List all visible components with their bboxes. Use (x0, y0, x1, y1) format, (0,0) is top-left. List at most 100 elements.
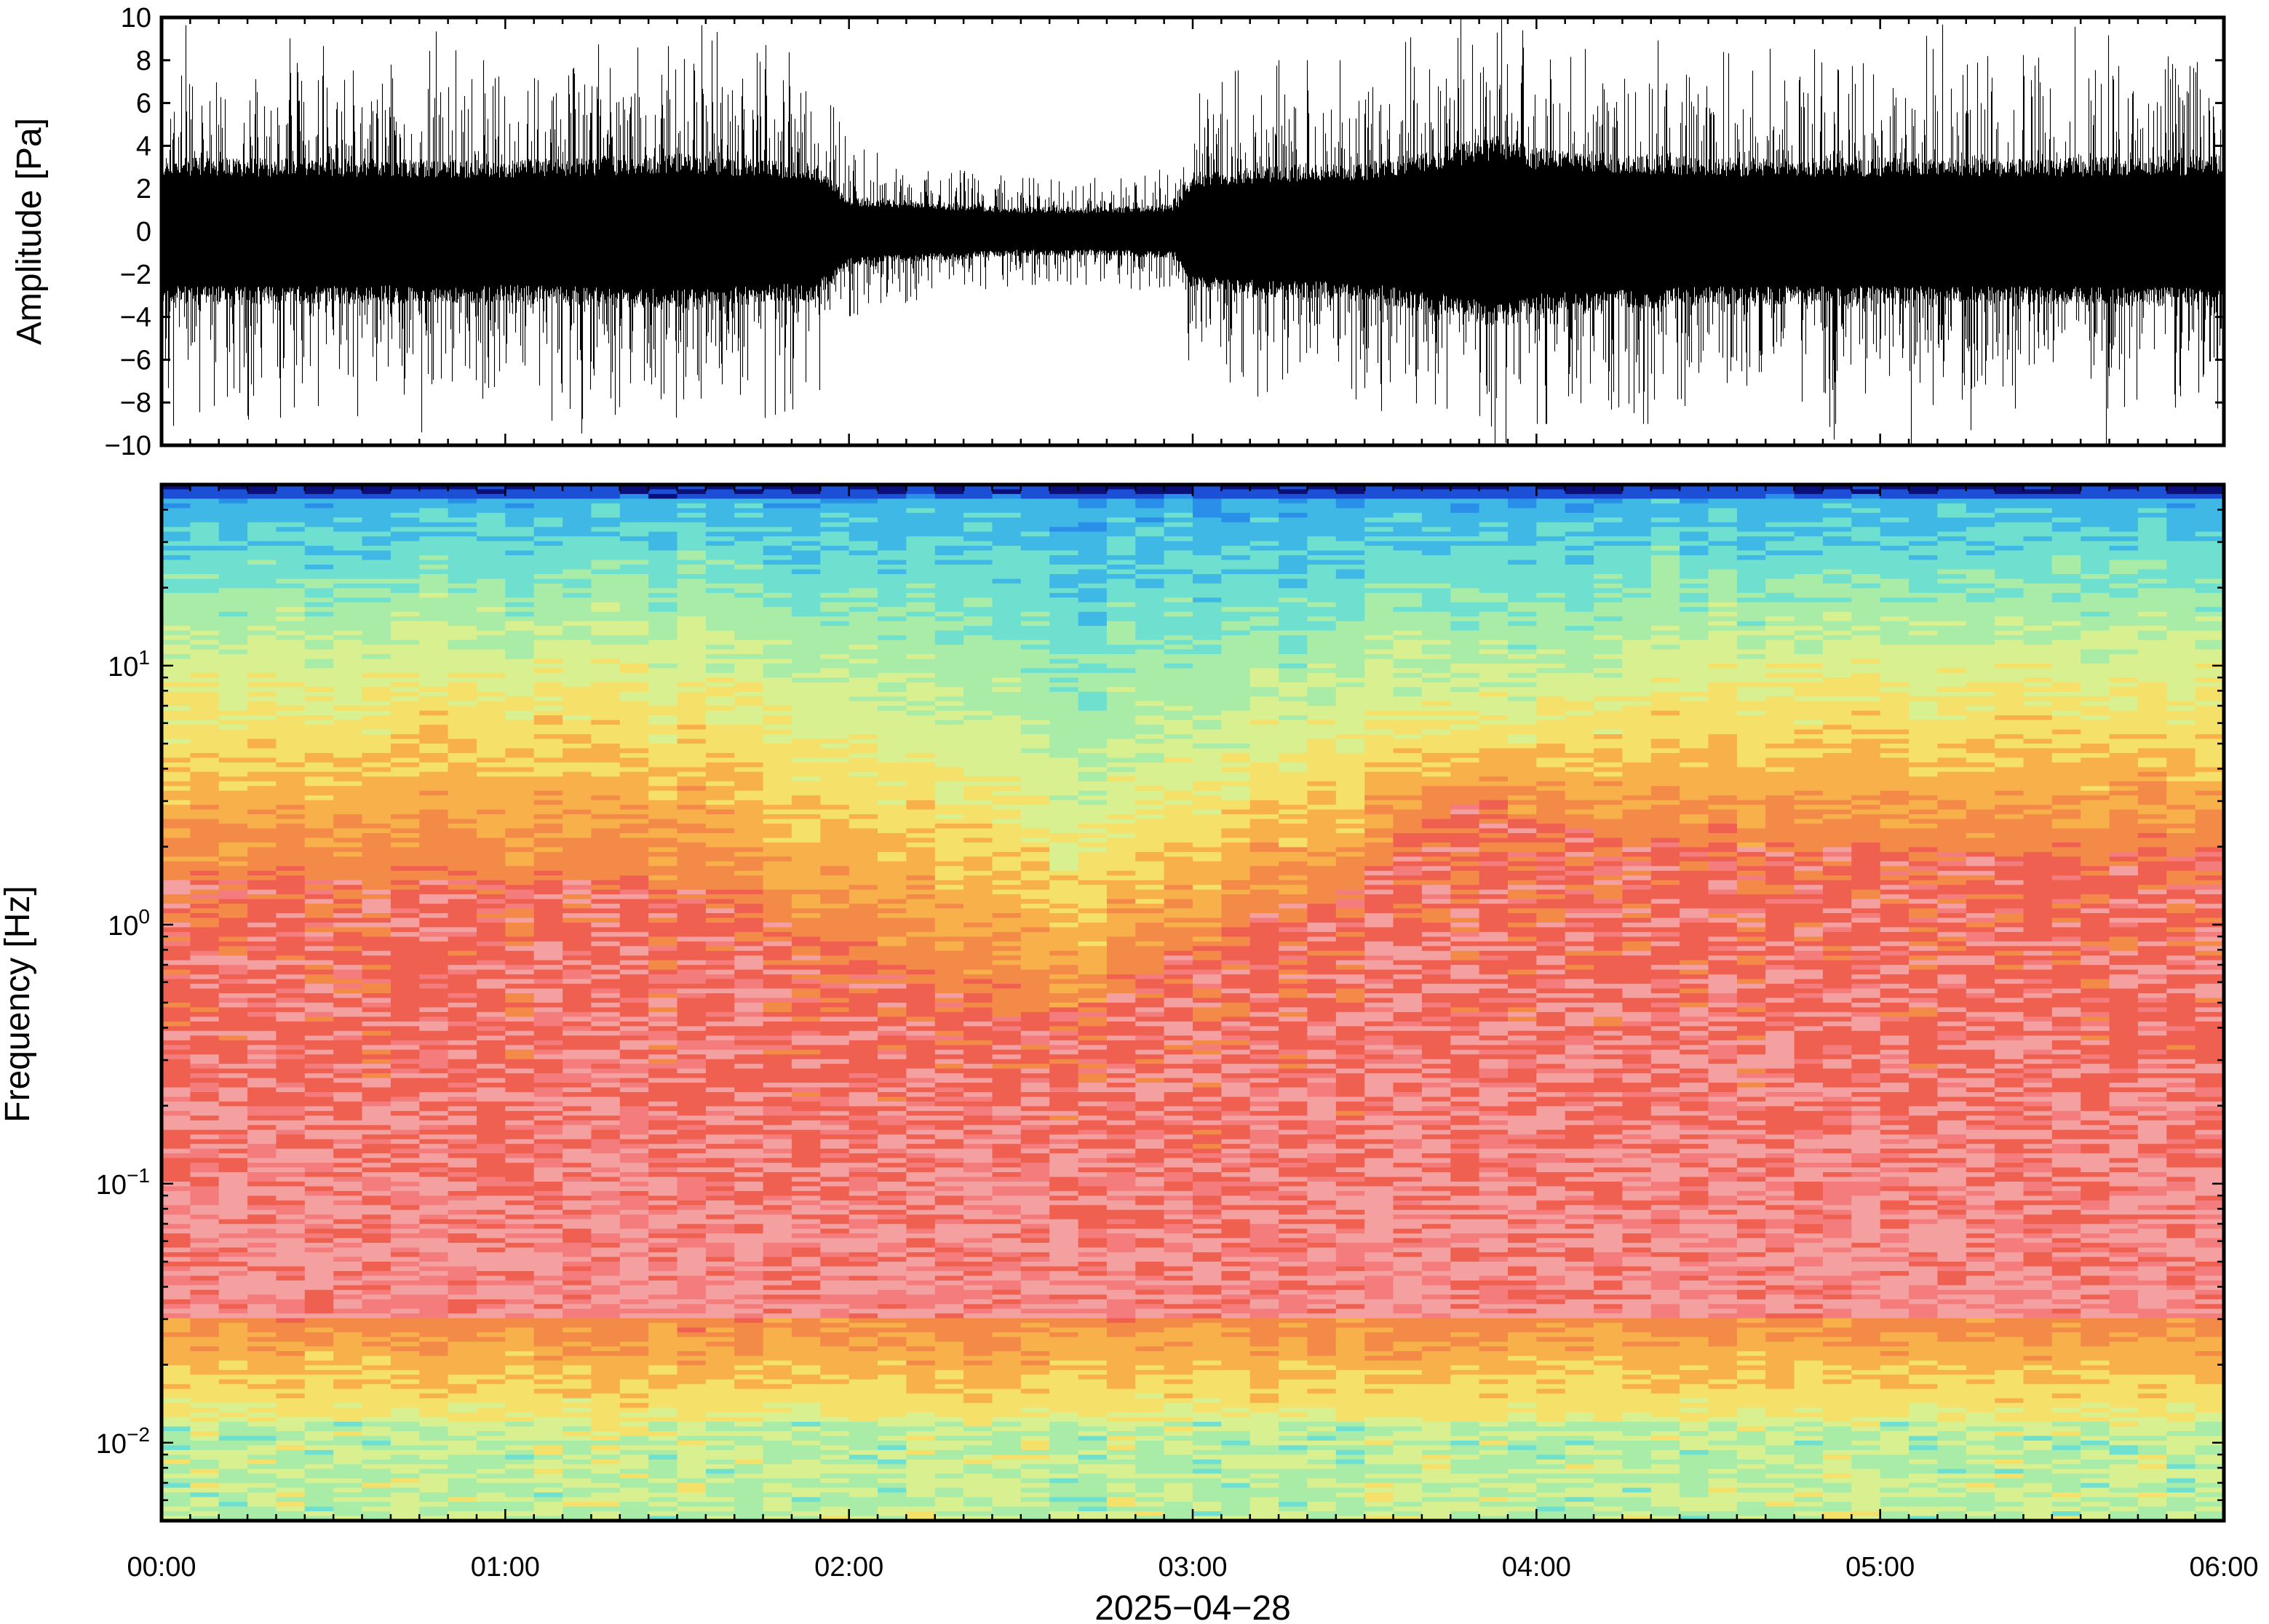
spectrogram-cell (677, 682, 707, 688)
spectrogram-cell (419, 602, 449, 608)
spectrogram-cell (763, 1351, 792, 1357)
spectrogram-cell (247, 1219, 277, 1225)
spectrogram-cell (677, 974, 707, 980)
spectrogram-cell (218, 1441, 248, 1446)
spectrogram-cell (705, 1502, 735, 1508)
spectrogram-cell (247, 1026, 277, 1032)
spectrogram-cell (477, 1384, 506, 1390)
spectrogram-cell (563, 664, 592, 669)
spectrogram-cell (162, 861, 191, 867)
spectrogram-cell (648, 1379, 678, 1385)
spectrogram-cell (162, 908, 191, 914)
spectrogram-cell (419, 1190, 449, 1196)
spectrogram-cell (563, 569, 592, 575)
spectrogram-cell (734, 998, 764, 1003)
spectrogram-cell (477, 1318, 506, 1324)
spectrogram-cell (162, 536, 191, 542)
spectrogram-cell (619, 687, 649, 693)
spectrogram-cell (648, 833, 678, 839)
spectrogram-cell (333, 739, 363, 744)
spectrogram-cell (648, 1172, 678, 1178)
spectrogram-cell (218, 1449, 248, 1455)
spectrogram-cell (734, 1351, 764, 1357)
spectrogram-cell (533, 1369, 563, 1375)
spectrogram-cell (448, 904, 477, 909)
spectrogram-cell (247, 1068, 277, 1074)
spectrogram-cell (763, 781, 792, 787)
spectrogram-cell (333, 955, 363, 961)
spectrogram-cell (619, 1511, 649, 1517)
spectrogram-cell (533, 1054, 563, 1060)
spectrogram-cell (162, 1275, 191, 1281)
spectrogram-cell (304, 706, 334, 712)
spectrogram-cell (362, 979, 392, 984)
spectrogram-cell (218, 1280, 248, 1286)
spectrogram-cell (190, 1219, 220, 1225)
spectrogram-cell (734, 781, 764, 787)
spectrogram-cell (390, 1190, 420, 1196)
spectrogram-cell (677, 1158, 707, 1163)
spectrogram-cell (362, 1351, 392, 1357)
spectrogram-cell (276, 1247, 306, 1253)
spectrogram-cell (247, 1388, 277, 1394)
spectrogram-cell (763, 757, 792, 763)
spectrogram-cell (648, 856, 678, 862)
spectrogram-cell (190, 1318, 220, 1324)
spectrogram-cell (677, 565, 707, 570)
spectrogram-cell (304, 517, 334, 523)
spectrogram-cell (276, 569, 306, 575)
spectrogram-cell (333, 517, 363, 523)
spectrogram-cell (390, 607, 420, 613)
spectrogram-cell (619, 1323, 649, 1329)
spectrogram-cell (362, 993, 392, 999)
spectrogram-cell (763, 969, 792, 975)
spectrogram-cell (505, 1139, 535, 1145)
spectrogram-cell (648, 1158, 678, 1163)
spectrogram-cell (304, 1144, 334, 1150)
spectrogram-cell (247, 776, 277, 782)
spectrogram-cell (162, 1129, 191, 1135)
spectrogram-cell (276, 597, 306, 603)
spectrogram-cell (477, 1026, 506, 1032)
spectrogram-cell (591, 1468, 621, 1474)
spectrogram-cell (677, 720, 707, 725)
spectrogram-cell (390, 1003, 420, 1008)
spectrogram-cell (276, 1351, 306, 1357)
spectrogram-cell (218, 725, 248, 731)
spectrogram-cell (705, 1431, 735, 1437)
spectrogram-cell (619, 1464, 649, 1470)
spectrogram-cell (333, 546, 363, 552)
spectrogram-cell (533, 1228, 563, 1234)
spectrogram-cell (333, 565, 363, 570)
spectrogram-cell (362, 517, 392, 523)
spectrogram-cell (448, 1209, 477, 1215)
spectrogram-cell (619, 1247, 649, 1253)
spectrogram-cell (705, 1332, 735, 1338)
spectrogram-cell (619, 485, 649, 490)
spectrogram-cell (218, 894, 248, 900)
spectrogram-cell (304, 1148, 334, 1154)
spectrogram-cell (734, 993, 764, 999)
spectrogram-cell (276, 1224, 306, 1230)
spectrogram-cell (390, 1073, 420, 1079)
spectrogram-cell (162, 1449, 191, 1455)
spectrogram-cell (333, 974, 363, 980)
spectrogram-cell (162, 1417, 191, 1422)
spectrogram-cell (218, 720, 248, 725)
spectrogram-cell (477, 837, 506, 843)
spectrogram-cell (304, 885, 334, 891)
spectrogram-cell (677, 805, 707, 811)
spectrogram-cell (218, 842, 248, 848)
spectrogram-cell (276, 1464, 306, 1470)
spectrogram-cell (362, 1454, 392, 1460)
spectrogram-cell (591, 654, 621, 660)
spectrogram-cell (619, 1270, 649, 1276)
spectrogram-cell (162, 503, 191, 509)
spectrogram-cell (705, 588, 735, 594)
spectrogram-cell (190, 923, 220, 928)
spectrogram-cell (333, 592, 363, 598)
spectrogram-cell (448, 1473, 477, 1479)
spectrogram-cell (563, 889, 592, 895)
spectrogram-cell (390, 1346, 420, 1352)
spectrogram-cell (419, 1516, 449, 1521)
